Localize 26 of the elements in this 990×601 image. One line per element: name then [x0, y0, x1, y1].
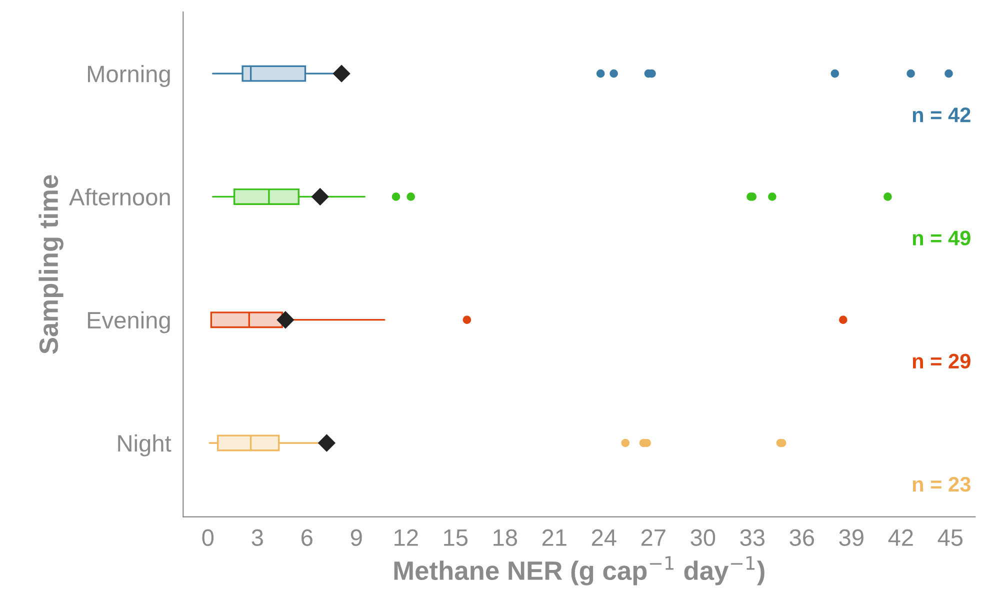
- x-tick-label: 33: [740, 529, 764, 546]
- y-tick-label: Morning: [88, 65, 170, 88]
- x-tick-label: 12: [394, 529, 418, 546]
- x-tick-label: 42: [888, 529, 913, 546]
- x-tick-label: 18: [494, 529, 518, 546]
- annotation: n = 42: [912, 108, 970, 122]
- x-tick-label: 0: [202, 529, 214, 546]
- x-tick-label: 45: [938, 530, 963, 546]
- y-tick-label: Night: [118, 434, 172, 456]
- x-tick-label: 9: [350, 529, 362, 546]
- annotation: n = 23: [912, 476, 970, 492]
- x-tick-label: 6: [302, 529, 312, 546]
- x-tick-label: 15: [444, 530, 468, 546]
- x-tick-label: 39: [839, 529, 864, 546]
- x-axis-title: Methane NER (g cap$^{−1}$ day$^{−1}$): [394, 556, 764, 586]
- x-tick-label: 36: [790, 529, 814, 546]
- annotation: n = 49: [912, 230, 970, 246]
- y-tick-label: Afternoon: [69, 188, 170, 206]
- annotation: n = 29: [912, 354, 970, 369]
- x-tick-label: 24: [592, 529, 616, 546]
- x-tick-label: 27: [641, 529, 666, 546]
- x-tick-label: 3: [252, 529, 263, 546]
- y-tick-label: Evening: [88, 311, 170, 334]
- y-axis-title: Sampling time: [38, 175, 64, 354]
- x-tick-label: 30: [690, 529, 716, 546]
- x-tick-label: 21: [542, 529, 566, 546]
